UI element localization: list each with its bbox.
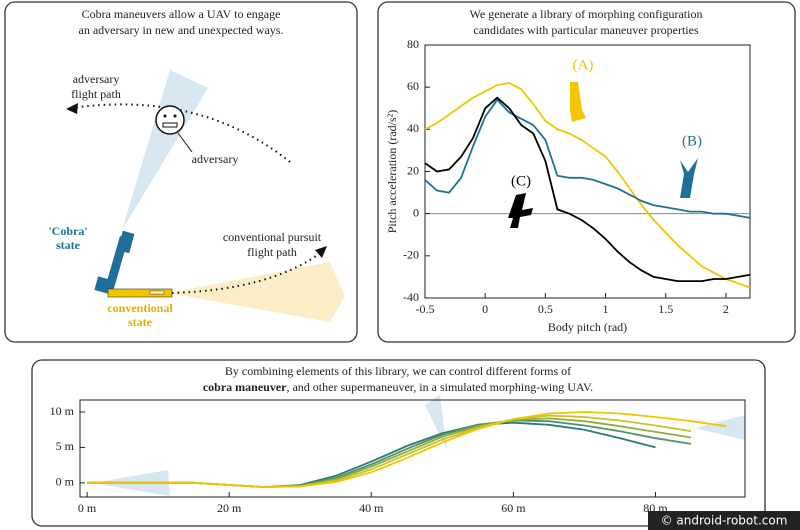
x-axis-label: Body pitch (rad) — [548, 320, 627, 334]
cobra-uav — [117, 230, 135, 254]
chart-title: cobra maneuver, and other supermaneuver,… — [203, 380, 593, 394]
label: flight path — [247, 245, 297, 259]
chart-title: By combining elements of this library, w… — [225, 364, 571, 378]
chart-title: We generate a library of morphing config… — [470, 7, 703, 21]
y-tick-label: 0 m — [56, 475, 75, 489]
adversary-path — [71, 103, 291, 163]
x-tick-label: 1 — [603, 302, 609, 316]
label: adversary — [73, 72, 120, 86]
panel — [377, 1, 796, 343]
annotation: (C) — [511, 173, 531, 189]
label: conventional pursuit — [223, 230, 322, 244]
y-tick-label: -40 — [403, 290, 419, 304]
y-tick-label: 60 — [407, 79, 419, 93]
arrow-head — [315, 246, 327, 258]
y-tick-label: 5 m — [56, 439, 75, 453]
label: state — [128, 315, 153, 329]
plot-frame — [79, 399, 746, 498]
annotation: (A) — [573, 57, 594, 73]
x-tick-label: 60 m — [501, 501, 526, 515]
diagram-title: an adversary in new and unexpected ways. — [79, 23, 284, 37]
x-tick-label: 2 — [723, 302, 729, 316]
x-tick-label: 20 m — [217, 501, 242, 515]
adversary-icon — [155, 105, 185, 135]
y-tick-label: 20 — [407, 163, 419, 177]
label: 'Cobra' — [48, 224, 87, 238]
x-tick-label: -0.5 — [416, 302, 435, 316]
uav-icon — [508, 193, 533, 228]
diagram-title: Cobra maneuvers allow a UAV to engage — [82, 7, 281, 21]
label: state — [56, 238, 81, 252]
x-tick-label: 0.5 — [538, 302, 553, 316]
uav-icon — [570, 82, 586, 122]
panel — [4, 1, 358, 343]
sight-cone — [168, 262, 345, 322]
conventional-uav — [107, 288, 173, 298]
uav-icon — [680, 158, 698, 198]
x-tick-label: 0 — [482, 302, 488, 316]
line — [87, 411, 727, 489]
y-tick-label: 40 — [407, 121, 419, 135]
conventional-uav — [149, 290, 165, 295]
chart-title-bold: cobra maneuver — [203, 380, 287, 394]
watermark-bg — [648, 511, 800, 530]
label: conventional — [107, 301, 173, 315]
y-tick-label: -20 — [403, 248, 419, 262]
y-axis-label: Pitch acceleration (rad/s²) — [385, 110, 399, 234]
sight-cone — [695, 415, 745, 440]
y-tick-label: 10 m — [50, 404, 75, 418]
x-tick-label: 0 m — [78, 501, 97, 515]
line — [424, 96, 751, 282]
eye — [163, 114, 167, 118]
line — [424, 82, 751, 289]
sight-cone — [122, 70, 208, 230]
eye — [173, 114, 177, 118]
leader-line — [177, 132, 193, 153]
line — [424, 98, 751, 219]
label: flight path — [71, 87, 121, 101]
y-tick-label: 80 — [407, 37, 419, 51]
arrow-head — [66, 103, 78, 114]
watermark: © android-robot.com — [661, 514, 788, 528]
x-tick-label: 80 m — [643, 501, 668, 515]
mouth — [162, 122, 178, 128]
x-tick-label: 1.5 — [658, 302, 673, 316]
label: adversary — [192, 152, 239, 166]
x-tick-label: 40 m — [359, 501, 384, 515]
cobra-uav — [94, 276, 112, 294]
y-tick-label: 0 — [413, 205, 419, 219]
chart-title-rest: , and other supermaneuver, in a simulate… — [286, 380, 593, 394]
chart-title: candidates with particular maneuver prop… — [473, 23, 699, 37]
annotation: (B) — [682, 133, 702, 149]
